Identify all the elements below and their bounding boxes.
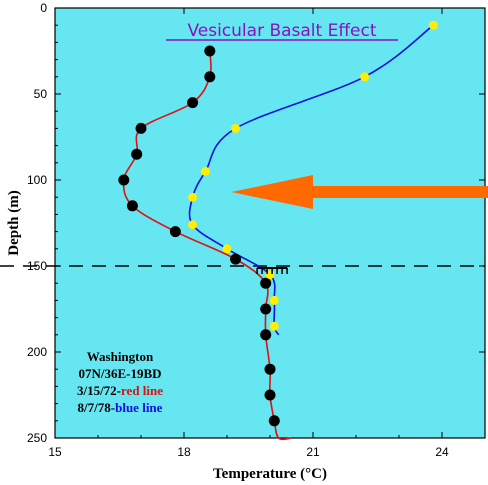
y-tick-label-5: 250 — [27, 431, 47, 445]
data-point-blue-8 — [269, 295, 279, 305]
data-point-red-1 — [204, 71, 216, 83]
x-axis-title: Temperature (°C) — [213, 466, 327, 482]
contact-hatch-marks — [256, 267, 288, 274]
data-point-red-4 — [131, 148, 143, 160]
note-blue-label: blue line — [115, 400, 163, 415]
note-blue-date: 8/7/78- — [78, 400, 116, 415]
data-point-blue-9 — [269, 321, 279, 331]
x-tick-label-2: 21 — [306, 445, 320, 459]
data-point-red-9 — [260, 277, 272, 289]
x-tick-label-0: 15 — [48, 445, 62, 459]
data-point-red-8 — [230, 253, 242, 265]
y-tick-label-0: 0 — [40, 1, 47, 15]
note-red-label: red line — [121, 383, 163, 398]
data-point-blue-1 — [360, 72, 370, 82]
y-tick-label-1: 50 — [34, 87, 48, 101]
note-red-legend: 3/15/72-red line — [77, 383, 163, 398]
y-tick-label-4: 200 — [27, 345, 47, 359]
note-blue-legend: 8/7/78-blue line — [78, 400, 163, 415]
data-point-red-3 — [135, 122, 147, 134]
note-well-id: 07N/36E-19BD — [78, 366, 161, 381]
chart-title: Vesicular Basalt Effect — [187, 21, 376, 41]
data-point-blue-6 — [222, 244, 232, 254]
note-location: Washington — [87, 349, 154, 364]
y-tick-label-2: 100 — [27, 173, 47, 187]
annotation-box: Washington 07N/36E-19BD 3/15/72-red line… — [77, 349, 163, 415]
x-tick-label-1: 18 — [177, 445, 191, 459]
data-point-blue-5 — [188, 220, 198, 230]
x-tick-label-3: 24 — [435, 445, 449, 459]
data-point-red-11 — [260, 329, 272, 341]
y-axis-title: Depth (m) — [6, 190, 22, 255]
data-point-red-10 — [260, 303, 272, 315]
axes: 15 18 21 24 0 50 100 150 200 250 — [27, 1, 486, 459]
data-point-blue-0 — [428, 20, 438, 30]
data-point-red-5 — [118, 174, 130, 186]
data-point-red-13 — [264, 389, 276, 401]
orange-arrow — [231, 175, 488, 210]
data-point-red-14 — [268, 415, 280, 427]
data-point-blue-3 — [201, 166, 210, 176]
y-tick-label-3: 150 — [27, 259, 47, 273]
data-point-red-2 — [187, 97, 199, 109]
note-red-date: 3/15/72- — [77, 383, 121, 398]
data-point-red-12 — [264, 363, 276, 375]
data-point-red-6 — [126, 200, 138, 212]
data-point-red-0 — [204, 45, 216, 57]
data-point-blue-4 — [188, 192, 198, 202]
series-line-blue — [188, 24, 434, 336]
series-markers — [118, 20, 438, 427]
data-point-red-7 — [169, 226, 181, 238]
data-point-blue-2 — [231, 123, 241, 133]
